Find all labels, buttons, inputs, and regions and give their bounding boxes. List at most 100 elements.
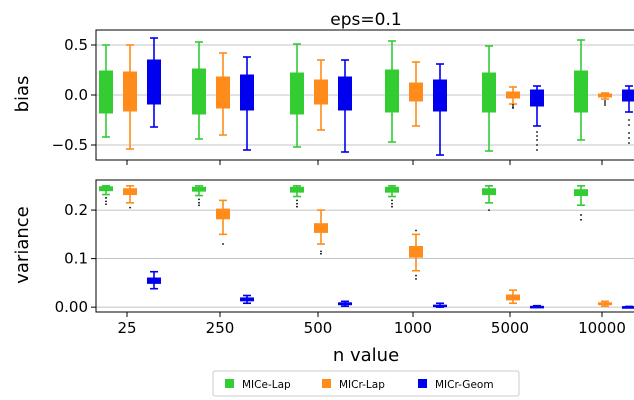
y-tick-label: 0.00 <box>55 298 88 316</box>
outlier-point <box>296 202 298 205</box>
outlier-point <box>222 243 224 245</box>
outlier-point <box>628 137 630 139</box>
box-micr-lap-10000 <box>598 300 612 307</box>
outlier-point <box>198 198 200 201</box>
outlier-point <box>105 203 107 206</box>
outlier-point <box>129 206 131 209</box>
box-body <box>482 72 496 113</box>
x-tick-label: 500 <box>304 319 333 337</box>
box-body <box>338 76 352 111</box>
box-micr-geom-5000 <box>530 85 544 151</box>
bias-panel: −0.5 0.0 0.5 <box>52 29 634 165</box>
outlier-point <box>105 200 107 203</box>
legend-frame <box>212 370 520 397</box>
box-body <box>216 76 230 109</box>
outlier-point <box>320 252 322 255</box>
box-mice-lap-500 <box>290 185 304 208</box>
outlier-point <box>604 100 606 102</box>
outlier-point <box>391 199 393 202</box>
box-mice-lap-1000 <box>385 185 399 208</box>
box-micr-lap-250 <box>216 199 230 245</box>
box-micr-lap-1000 <box>409 61 423 127</box>
outlier-point <box>512 107 514 109</box>
y-tick-label: −0.5 <box>52 136 88 154</box>
box-body <box>192 68 206 115</box>
y-tick-label: 0.5 <box>64 36 88 54</box>
box-micr-geom-25 <box>147 37 161 128</box>
legend-swatch-micr-lap <box>322 379 331 388</box>
outlier-point <box>415 278 417 280</box>
x-tick-label: 10000 <box>578 319 626 337</box>
box-micr-lap-5000 <box>506 289 520 305</box>
box-micr-geom-250 <box>240 56 254 151</box>
y-tick-label: 0.0 <box>64 86 88 104</box>
outlier-point <box>198 201 200 204</box>
outlier-point <box>296 205 298 208</box>
box-body <box>409 82 423 102</box>
box-micr-lap-5000 <box>506 86 520 109</box>
x-tick-label: 250 <box>206 319 235 337</box>
outlier-point <box>536 135 538 137</box>
x-ticks: 25 250 500 1000 5000 10000 <box>117 319 625 337</box>
box-body <box>530 89 544 107</box>
box-micr-geom-25 <box>147 270 161 290</box>
legend-swatch-mice-lap <box>225 379 234 388</box>
box-body <box>574 70 588 113</box>
outlier-point <box>536 144 538 146</box>
box-micr-geom-1000 <box>433 302 447 308</box>
outlier-point <box>536 149 538 151</box>
x-tick-label: 5000 <box>491 319 529 337</box>
outlier-point <box>628 119 630 121</box>
axes-frame <box>95 179 634 313</box>
box-micr-lap-25 <box>123 185 137 209</box>
box-body <box>147 59 161 105</box>
box-micr-lap-500 <box>314 59 328 131</box>
box-mice-lap-500 <box>290 43 304 148</box>
outlier-point <box>628 132 630 134</box>
outlier-point <box>580 214 582 216</box>
box-mice-lap-10000 <box>574 185 588 221</box>
box-body <box>385 69 399 113</box>
outlier-point <box>604 102 606 104</box>
box-micr-geom-250 <box>240 294 254 305</box>
box-body <box>290 72 304 115</box>
outlier-point <box>198 204 200 207</box>
outlier-point <box>488 209 490 211</box>
variance-axis-label: variance <box>12 206 33 284</box>
box-micr-lap-25 <box>123 44 137 150</box>
box-micr-lap-250 <box>216 52 230 136</box>
x-tick-label: 1000 <box>394 319 432 337</box>
box-mice-lap-5000 <box>482 45 496 152</box>
box-body <box>240 74 254 111</box>
box-mice-lap-250 <box>192 185 206 207</box>
outlier-point <box>536 139 538 141</box>
outlier-point <box>580 218 582 221</box>
x-axis-label: n value <box>333 345 399 366</box>
box-body <box>99 70 113 114</box>
box-mice-lap-10000 <box>574 39 588 141</box>
outlier-point <box>628 142 630 144</box>
outlier-point <box>536 131 538 133</box>
box-mice-lap-250 <box>192 41 206 140</box>
legend-label-micr-lap: MICr-Lap <box>339 379 385 391</box>
box-micr-lap-1000 <box>409 229 423 280</box>
outlier-point <box>105 197 107 199</box>
box-body <box>314 79 328 105</box>
outlier-point <box>415 229 417 232</box>
legend-swatch-micr-geom <box>418 379 427 388</box>
outlier-point <box>391 202 393 205</box>
legend-label-micr-geom: MICr-Geom <box>435 379 494 391</box>
y-tick-label: 0.2 <box>64 201 88 219</box>
box-mice-lap-25 <box>99 185 113 206</box>
box-mice-lap-5000 <box>482 185 496 211</box>
outlier-point <box>320 250 322 253</box>
box-micr-lap-10000 <box>598 92 612 106</box>
x-tick-label: 25 <box>117 319 136 337</box>
box-micr-geom-500 <box>338 59 352 153</box>
outlier-point <box>512 104 514 106</box>
box-micr-geom-10000 <box>622 305 634 309</box>
box-mice-lap-25 <box>99 44 113 138</box>
axes-frame <box>95 29 634 161</box>
outlier-point <box>604 104 606 106</box>
